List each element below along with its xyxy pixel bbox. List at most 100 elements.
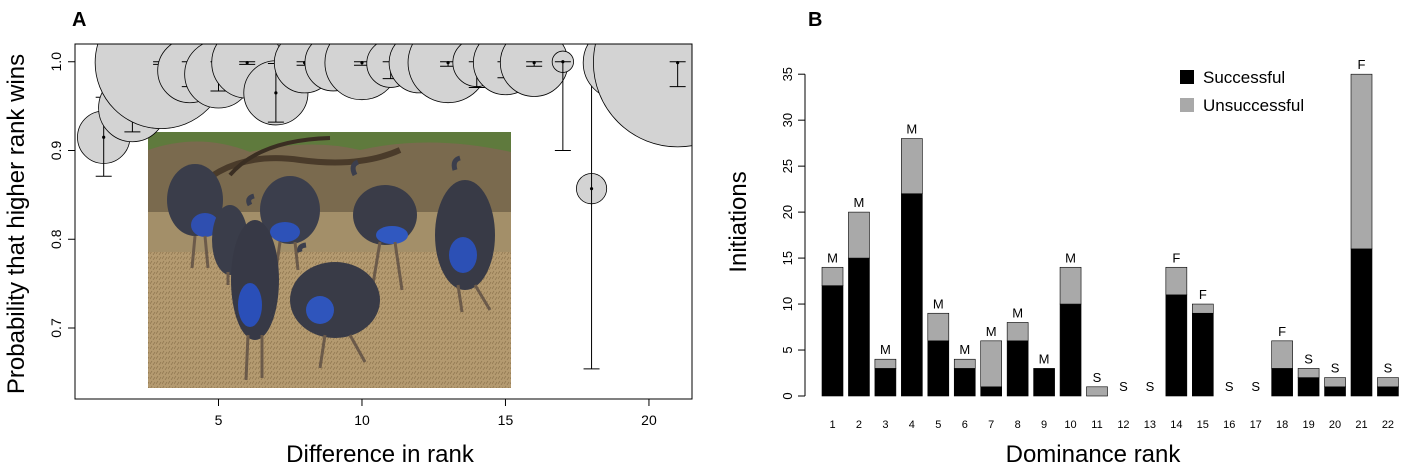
x-tick-label-b: 1	[829, 419, 835, 431]
bar-successful	[1006, 340, 1029, 397]
bar-unsuccessful	[1059, 266, 1082, 305]
x-tick-label-b: 18	[1276, 419, 1288, 431]
bar-successful	[1350, 248, 1373, 397]
x-tick-label-b: 13	[1144, 419, 1156, 431]
bar-successful	[927, 340, 950, 397]
y-tick-label-a: 0.9	[48, 141, 64, 161]
bar-unsuccessful	[1377, 377, 1399, 388]
y-axis-title-a: Probability that higher rank wins	[3, 54, 30, 394]
legend-label-unsuccessful: Unsuccessful	[1203, 96, 1304, 115]
bar-sex-label: M	[933, 296, 944, 311]
point-center	[589, 187, 594, 191]
x-tick-label-b: 6	[962, 419, 968, 431]
bar-unsuccessful	[1271, 340, 1293, 369]
legend-label-successful: Successful	[1203, 68, 1285, 87]
plot-frame-a	[74, 43, 693, 400]
x-tick-label-b: 19	[1302, 419, 1314, 431]
y-axis-title-b: Initiations	[725, 171, 752, 272]
bar-group-8	[1006, 322, 1029, 397]
y-tick-label-b: 10	[780, 297, 795, 311]
bar-sex-label: S	[1093, 370, 1102, 385]
bar-unsuccessful	[980, 340, 1003, 388]
bar-sex-label: M	[1012, 305, 1023, 320]
bar-successful	[1377, 386, 1399, 397]
legend-swatch-successful	[1180, 70, 1194, 84]
bar-successful	[1033, 368, 1055, 397]
bar-group-21	[1350, 73, 1373, 397]
bar-sex-label: S	[1384, 361, 1393, 376]
panel-letter-a: A	[72, 9, 86, 31]
bar-sex-label: M	[854, 195, 865, 210]
x-axis-title-a: Difference in rank	[286, 441, 475, 468]
bar-group-5	[927, 312, 950, 397]
bar-successful	[874, 368, 897, 397]
legend-swatch-unsuccessful	[1180, 98, 1194, 112]
x-tick-label-a: 10	[354, 412, 370, 428]
bar-successful	[848, 257, 870, 397]
bar-sex-label: F	[1358, 57, 1366, 72]
bar-successful	[1165, 294, 1188, 397]
y-tick-label-a: 1.0	[48, 52, 64, 72]
x-tick-label-b: 20	[1329, 419, 1341, 431]
bar-group-15	[1192, 303, 1214, 397]
bar-group-7	[980, 340, 1003, 397]
x-tick-label-b: 5	[935, 419, 941, 431]
point-bubble	[593, 44, 692, 148]
bar-group-4	[901, 138, 923, 397]
bar-group-10	[1059, 266, 1082, 397]
x-tick-label-b: 3	[882, 419, 888, 431]
y-tick-label-b: 0	[780, 392, 795, 399]
bar-successful	[953, 368, 976, 397]
bar-sex-label: S	[1146, 379, 1155, 394]
bar-unsuccessful	[848, 211, 870, 259]
x-tick-label-a: 15	[498, 412, 514, 428]
y-tick-label-b: 15	[780, 251, 795, 265]
x-tick-label-b: 21	[1355, 419, 1367, 431]
bar-group-1	[821, 266, 844, 397]
y-tick-label-b: 25	[780, 159, 795, 173]
x-tick-label-b: 16	[1223, 419, 1235, 431]
y-tick-label-b: 30	[780, 113, 795, 127]
x-tick-label-b: 9	[1041, 419, 1047, 431]
vulturine-guineafowl-photo	[148, 132, 511, 388]
bar-sex-label: M	[827, 250, 838, 265]
bar-sex-label: S	[1119, 379, 1128, 394]
legend: Successful Unsuccessful	[1180, 68, 1304, 115]
data-point-18	[576, 61, 608, 370]
bar-unsuccessful	[927, 312, 950, 342]
bar-successful	[1059, 303, 1082, 397]
bar-sex-label: M	[906, 122, 917, 137]
x-tick-label-b: 8	[1015, 419, 1021, 431]
point-center	[676, 61, 680, 65]
x-tick-label-b: 17	[1250, 419, 1262, 431]
x-tick-label-b: 14	[1170, 419, 1182, 431]
x-axis-title-b: Dominance rank	[1006, 441, 1182, 468]
panel-a: A	[3, 9, 693, 468]
bar-unsuccessful	[1324, 377, 1346, 388]
x-tick-label-a: 20	[641, 412, 657, 428]
bar-group-2	[848, 211, 870, 397]
x-tick-label-b: 12	[1117, 419, 1129, 431]
data-point-21	[593, 44, 692, 148]
y-tick-label-b: 20	[780, 205, 795, 219]
x-tick-label-b: 15	[1197, 419, 1209, 431]
bar-successful	[1297, 377, 1320, 397]
panel-letter-b: B	[808, 9, 822, 31]
x-tick-label-b: 22	[1382, 419, 1394, 431]
y-tick-label-a: 0.8	[48, 229, 64, 249]
bar-successful	[821, 285, 844, 397]
bar-successful	[1192, 312, 1214, 397]
bar-group-20	[1324, 377, 1346, 397]
bar-sex-label: M	[1065, 250, 1076, 265]
bar-unsuccessful	[901, 138, 923, 195]
x-tick-label-b: 7	[988, 419, 994, 431]
x-tick-label-a: 5	[215, 412, 223, 428]
bar-group-11	[1086, 386, 1108, 397]
bar-successful	[1271, 368, 1293, 397]
bar-sex-label: S	[1304, 351, 1313, 366]
bar-unsuccessful	[1192, 303, 1214, 314]
y-tick-label-b: 35	[780, 67, 795, 81]
bar-sex-label: S	[1331, 361, 1340, 376]
bar-successful	[980, 386, 1003, 397]
